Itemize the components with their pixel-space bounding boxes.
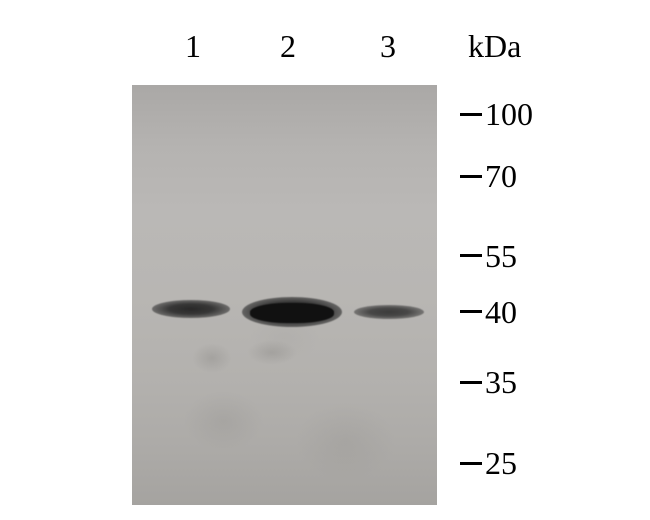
blot-noise: [132, 85, 437, 505]
marker-label-70: 70: [485, 158, 517, 195]
band-lane-2-core: [250, 303, 334, 323]
marker-label-25: 25: [485, 445, 517, 482]
unit-label: kDa: [468, 28, 521, 65]
band-lane-3: [354, 305, 424, 319]
marker-label-40: 40: [485, 294, 517, 331]
lane-label-2: 2: [280, 28, 296, 65]
marker-label-35: 35: [485, 364, 517, 401]
lane-label-3: 3: [380, 28, 396, 65]
blot-membrane: [132, 85, 437, 505]
marker-label-100: 100: [485, 96, 533, 133]
marker-tick-55: [460, 254, 482, 257]
marker-tick-70: [460, 175, 482, 178]
marker-tick-35: [460, 381, 482, 384]
western-blot-figure: 1 2 3 kDa 100 70 55 40 35 25: [0, 0, 650, 520]
marker-tick-100: [460, 113, 482, 116]
lane-label-1: 1: [185, 28, 201, 65]
band-lane-1: [152, 300, 230, 318]
smudge-1: [192, 343, 232, 373]
marker-tick-40: [460, 310, 482, 313]
marker-tick-25: [460, 462, 482, 465]
marker-label-55: 55: [485, 238, 517, 275]
smudge-2: [247, 340, 297, 365]
